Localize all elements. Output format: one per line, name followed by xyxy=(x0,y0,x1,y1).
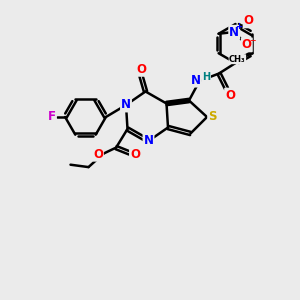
Text: O: O xyxy=(244,14,254,27)
Text: N: N xyxy=(229,26,239,39)
Text: N: N xyxy=(143,134,154,148)
Text: O: O xyxy=(242,38,252,51)
Text: F: F xyxy=(48,110,56,124)
Text: O: O xyxy=(136,63,146,76)
Text: N: N xyxy=(121,98,131,112)
Text: CH₃: CH₃ xyxy=(229,55,246,64)
Text: S: S xyxy=(208,110,217,124)
Text: +: + xyxy=(236,22,242,31)
Text: O: O xyxy=(93,148,103,161)
Text: H: H xyxy=(202,72,210,82)
Text: ⁻: ⁻ xyxy=(250,37,256,50)
Text: N: N xyxy=(191,74,201,87)
Text: O: O xyxy=(225,88,235,102)
Text: O: O xyxy=(130,148,140,161)
